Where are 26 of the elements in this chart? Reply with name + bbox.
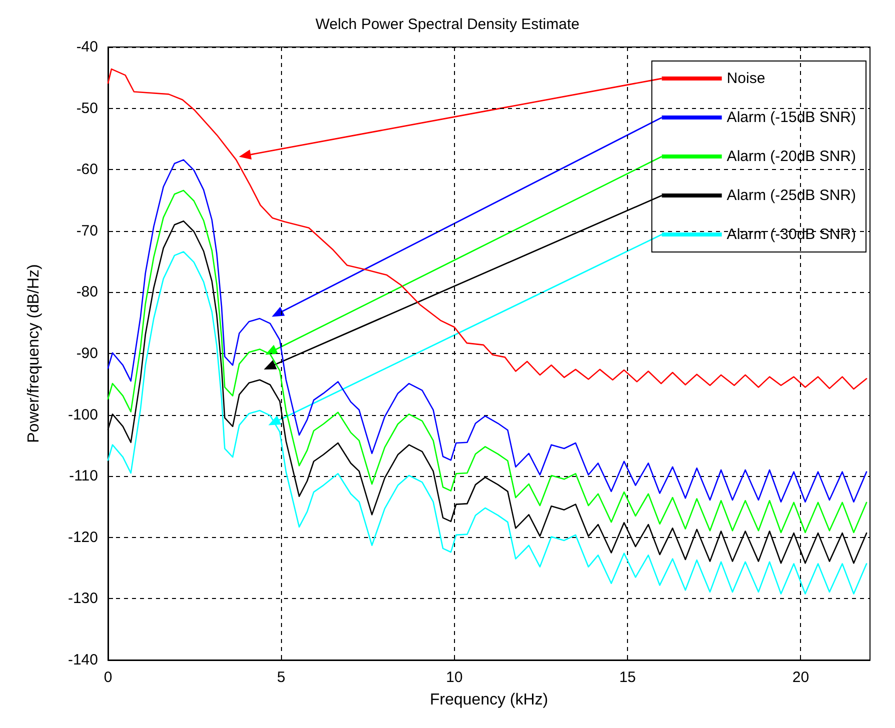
line-series xyxy=(107,190,868,534)
x-axis-title: Frequency (kHz) xyxy=(430,692,548,708)
y-tick-label: -80 xyxy=(76,284,98,301)
line-series xyxy=(107,68,868,390)
x-tick-label: 15 xyxy=(619,669,636,686)
y-tick-label: -120 xyxy=(68,528,98,546)
y-tick-label: -60 xyxy=(76,161,98,178)
x-tick-label: 0 xyxy=(104,669,112,686)
y-tick-label: -50 xyxy=(76,100,98,117)
x-tick-label: 10 xyxy=(446,669,463,686)
y-tick-label: -140 xyxy=(68,652,98,668)
y-tick-label: -90 xyxy=(76,345,98,362)
legend-label: Alarm (-20dB SNR) xyxy=(726,148,856,165)
y-tick-label: -40 xyxy=(76,38,98,56)
x-tick-label: 5 xyxy=(277,669,286,686)
line-series xyxy=(107,251,868,594)
x-tick-label: 20 xyxy=(792,669,810,686)
chart-title: Welch Power Spectral Density Estimate xyxy=(316,16,580,33)
legend-label: Alarm (-25dB SNR) xyxy=(726,187,856,204)
y-tick-label: -100 xyxy=(68,406,98,424)
legend-label: Alarm (-15dB SNR) xyxy=(726,109,856,126)
legend-label: Noise xyxy=(726,70,766,87)
y-tick-label: -70 xyxy=(76,222,98,240)
y-tick-label: -130 xyxy=(68,590,98,608)
y-tick-label: -110 xyxy=(69,468,98,485)
y-axis-title: Power/frequency (dB/Hz) xyxy=(26,264,42,443)
